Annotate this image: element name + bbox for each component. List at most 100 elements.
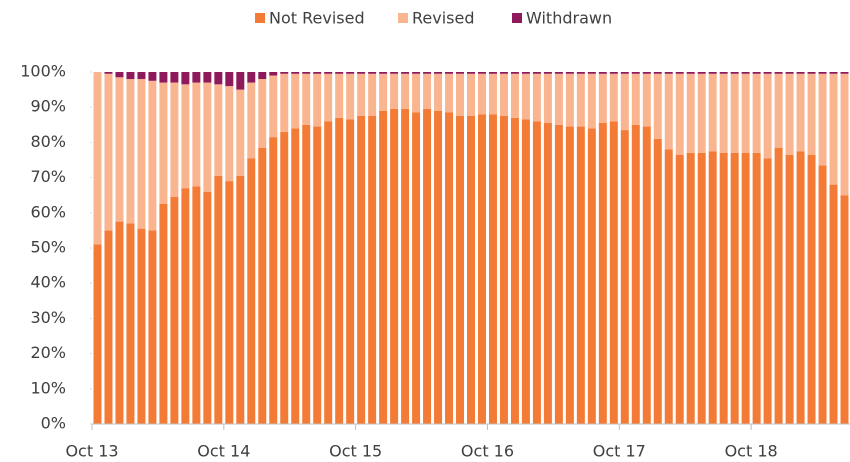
legend-swatch: [512, 13, 522, 23]
bar-segment: [477, 114, 486, 425]
bar-segment: [521, 72, 530, 74]
bar-segment: [719, 152, 728, 424]
bar-segment: [785, 73, 794, 155]
bar-segment: [291, 128, 300, 424]
bar-segment: [423, 72, 432, 74]
bar-segment: [346, 72, 355, 74]
legend-label: Withdrawn: [526, 9, 612, 28]
bar-segment: [609, 72, 618, 74]
bar-segment: [840, 195, 849, 424]
bar-segment: [840, 73, 849, 196]
bar-segment: [302, 73, 311, 125]
bar-segment: [521, 73, 530, 120]
bar-segment: [477, 73, 486, 115]
bar-segment: [401, 108, 410, 425]
bar-segment: [576, 72, 585, 74]
bar-segment: [631, 124, 640, 425]
bar-segment: [554, 72, 563, 74]
bar-segment: [280, 131, 289, 424]
bar-segment: [335, 72, 344, 74]
bar-segment: [554, 124, 563, 425]
bar-segment: [434, 110, 443, 424]
bar-segment: [258, 147, 267, 424]
bar-segment: [247, 158, 256, 425]
bar-segment: [324, 73, 333, 122]
bar-segment: [313, 126, 322, 424]
bar-segment: [467, 116, 475, 424]
bar-segment: [280, 72, 289, 74]
bar-segment: [752, 72, 761, 74]
bar-segment: [697, 152, 706, 424]
bar-segment: [368, 73, 377, 116]
bar-segment: [368, 116, 377, 424]
bar-segment: [346, 119, 355, 425]
bar-segment: [796, 72, 805, 74]
bar-segment: [598, 72, 607, 74]
bar-segment: [521, 119, 530, 425]
bar-segment: [477, 72, 486, 74]
bar-segment: [763, 73, 772, 159]
bar-segment: [785, 72, 794, 74]
bar-segment: [456, 73, 465, 116]
bar-segment: [642, 73, 651, 127]
bar-segment: [170, 82, 179, 197]
bar-segment: [379, 72, 388, 74]
bar-segment: [390, 72, 399, 74]
bar-segment: [247, 72, 256, 83]
bar-segment: [225, 72, 234, 87]
bar-segment: [357, 116, 366, 424]
bar-segment: [576, 73, 585, 127]
bar-segment: [818, 72, 827, 74]
bar-segment: [93, 72, 102, 245]
bar-segment: [697, 72, 706, 74]
bar-segment: [829, 73, 838, 185]
bar-segment: [412, 72, 421, 74]
bar-segment: [664, 72, 673, 74]
bar-segment: [401, 73, 410, 109]
bar-segment: [159, 72, 168, 83]
bar-segment: [664, 73, 673, 150]
y-tick-label: 90%: [30, 97, 66, 116]
bar-segment: [532, 121, 541, 424]
x-tick-label: Oct 17: [593, 442, 646, 461]
bar-segment: [313, 73, 322, 127]
bar-segment: [159, 204, 168, 424]
bar-segment: [653, 138, 662, 424]
bar-segment: [423, 108, 432, 425]
bar-segment: [115, 77, 124, 222]
bar-segment: [126, 72, 135, 80]
bar-segment: [785, 154, 794, 424]
bar-segment: [741, 152, 750, 424]
bar-segment: [137, 72, 146, 80]
bar-segment: [203, 191, 212, 424]
bar-segment: [170, 196, 179, 424]
bar-segment: [565, 73, 574, 127]
bar-segment: [631, 73, 640, 125]
bar-segment: [203, 82, 212, 192]
bar-segment: [730, 73, 739, 153]
bar-segment: [126, 223, 135, 424]
bar-segment: [445, 73, 454, 113]
bar-segment: [192, 186, 201, 424]
bar-segment: [532, 72, 541, 74]
bar-segment: [686, 152, 695, 424]
bar-segment: [258, 79, 267, 148]
bar-segment: [192, 72, 201, 83]
bar-segment: [445, 112, 454, 424]
bar-segment: [543, 72, 552, 74]
bar-segment: [796, 151, 805, 424]
bar-segment: [774, 73, 783, 148]
bar-segment: [137, 228, 146, 424]
y-tick-label: 50%: [30, 238, 66, 257]
bar-segment: [225, 86, 234, 182]
bar-segment: [741, 72, 750, 74]
bar-segment: [258, 72, 267, 80]
bar-segment: [818, 73, 827, 166]
bar-segment: [763, 158, 772, 425]
bar-segment: [587, 73, 596, 129]
bar-segment: [510, 72, 519, 74]
bar-segment: [510, 117, 519, 424]
bar-segment: [598, 73, 607, 124]
bar-segment: [840, 72, 849, 74]
y-tick-label: 0%: [41, 414, 66, 433]
